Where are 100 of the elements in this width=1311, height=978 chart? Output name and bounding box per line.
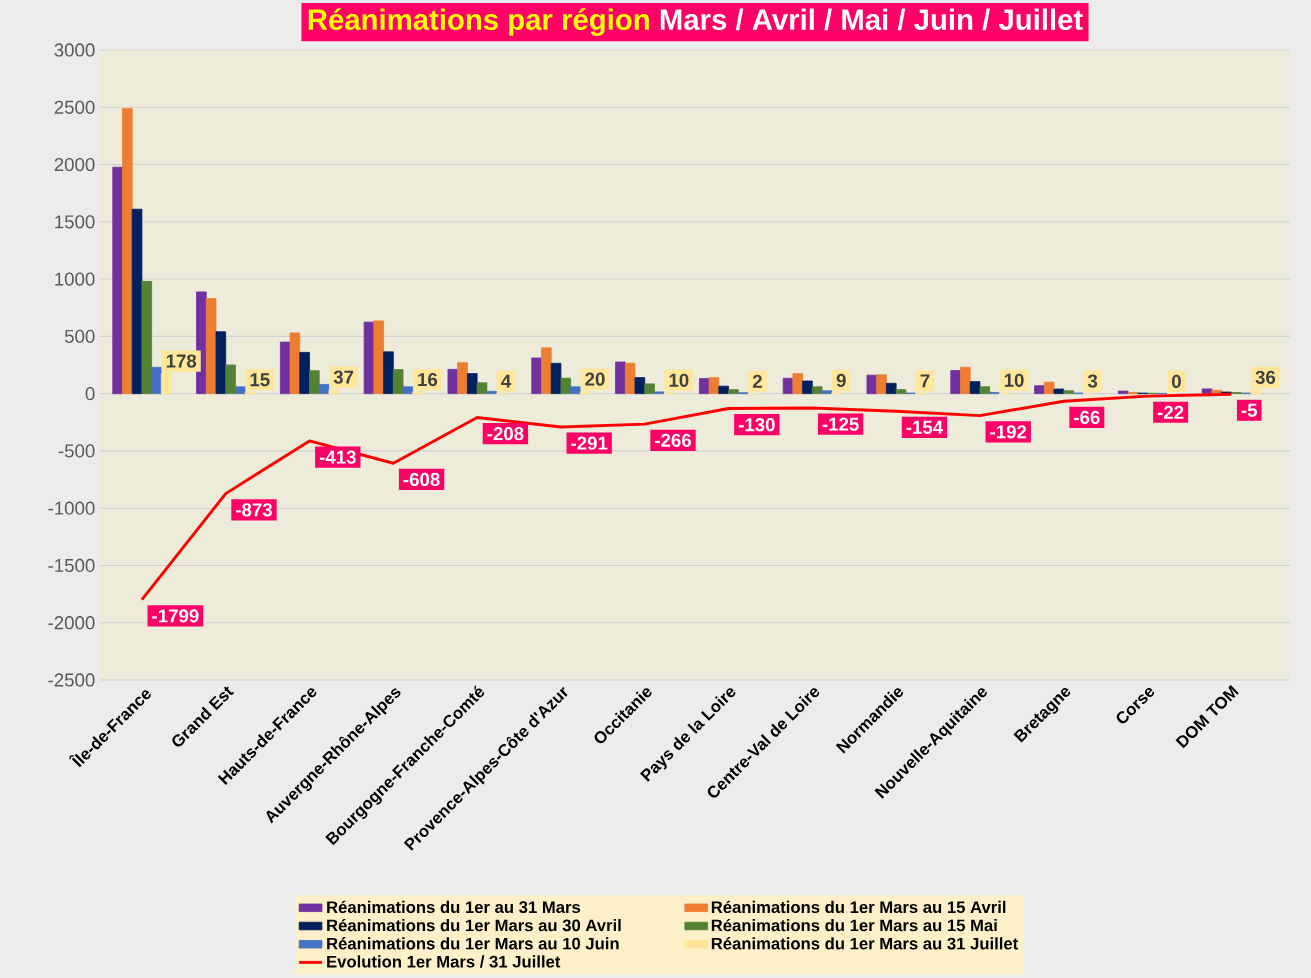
- y-tick-label: -2000: [48, 616, 95, 630]
- legend-label: Evolution 1er Mars / 31 Juillet: [327, 955, 561, 968]
- bar: [467, 373, 478, 395]
- data-label: -192: [990, 425, 1027, 439]
- bar: [550, 362, 562, 395]
- bar: [634, 377, 646, 395]
- y-tick-label: 2500: [54, 100, 95, 114]
- bar: [866, 374, 878, 395]
- bar: [383, 351, 394, 395]
- data-label: -413: [319, 450, 356, 464]
- data-label: 37: [333, 370, 354, 384]
- data-label: -66: [1074, 410, 1100, 425]
- bar: [457, 362, 468, 395]
- bar: [531, 357, 542, 395]
- bar: [811, 386, 823, 395]
- y-tick-label: 1000: [55, 272, 95, 286]
- bar: [570, 386, 581, 395]
- data-label: -154: [906, 420, 943, 434]
- bar: [299, 351, 310, 395]
- data-label: 36: [1255, 370, 1276, 384]
- bar: [560, 377, 572, 395]
- legend-label: Réanimations du 1er Mars au 15 Mai: [711, 918, 997, 932]
- data-label: 178: [166, 354, 197, 368]
- bar: [876, 374, 887, 395]
- data-label: 10: [669, 373, 689, 387]
- bar: [615, 361, 626, 395]
- data-label: -266: [655, 433, 691, 447]
- legend-label: Réanimations du 1er Mars au 30 Avril: [327, 918, 621, 932]
- bar: [205, 298, 217, 395]
- bar: [950, 370, 961, 395]
- bar: [1117, 390, 1129, 395]
- legend-label: Réanimations du 1er au 31 Mars: [327, 900, 581, 914]
- bar: [131, 208, 143, 395]
- bar: [960, 366, 971, 395]
- data-label: 16: [418, 372, 438, 387]
- bar: [318, 384, 330, 395]
- bar: [476, 382, 488, 395]
- data-label: 4: [501, 374, 512, 388]
- line-series: [140, 392, 1233, 602]
- bar: [309, 370, 320, 395]
- bar: [122, 108, 133, 395]
- data-label: 15: [250, 373, 270, 387]
- bar: [1053, 388, 1065, 395]
- bar: [289, 332, 301, 395]
- data-label: 0: [1171, 374, 1181, 389]
- data-label: 9: [836, 373, 846, 387]
- bar: [644, 383, 655, 395]
- bar: [979, 386, 991, 395]
- y-tick-label: -1500: [48, 558, 95, 573]
- bar: [1063, 390, 1074, 395]
- data-label: -125: [822, 417, 859, 431]
- data-label: -22: [1157, 405, 1184, 419]
- y-tick-label: -1000: [48, 501, 95, 515]
- data-label: 10: [1004, 373, 1024, 387]
- bar: [1034, 385, 1045, 395]
- y-tick-label: 1500: [55, 215, 95, 229]
- data-label: -608: [403, 472, 440, 487]
- data-label: -291: [571, 436, 608, 450]
- bar: [886, 382, 897, 395]
- bar: [802, 380, 813, 395]
- bar: [708, 377, 720, 395]
- bar: [112, 166, 123, 395]
- bar: [624, 362, 636, 395]
- bar: [141, 280, 153, 395]
- y-tick-label: 2000: [54, 157, 95, 172]
- bar: [235, 386, 246, 395]
- y-tick-label: -500: [58, 444, 95, 458]
- data-label: 2: [752, 374, 762, 388]
- y-tick-label: 500: [64, 329, 95, 343]
- bar: [1043, 381, 1055, 395]
- bar: [373, 320, 384, 395]
- bar: [541, 347, 552, 395]
- bar: [151, 366, 162, 395]
- bar: [895, 389, 907, 395]
- y-tick-label: 0: [85, 387, 95, 401]
- legend-label: Réanimations du 1er Mars au 31 Juillet: [711, 937, 1019, 950]
- chart-title: Réanimations par région: [308, 8, 649, 36]
- data-label: 7: [920, 374, 930, 388]
- bar: [392, 369, 404, 395]
- bar: [718, 385, 729, 395]
- bar: [728, 389, 739, 395]
- data-label: -130: [738, 418, 775, 432]
- bar: [969, 381, 981, 395]
- y-tick-label: 3000: [54, 43, 95, 57]
- bar: [225, 364, 236, 395]
- data-label: -873: [236, 503, 272, 517]
- bar: [486, 390, 497, 395]
- chart-subtitle: Mars / Avril / Mai / Juin / Juillet: [660, 8, 1083, 31]
- bar: [215, 331, 227, 395]
- data-label: 3: [1087, 374, 1098, 388]
- data-label: 20: [585, 372, 605, 386]
- legend-label: Réanimations du 1er Mars au 15 Avril: [711, 900, 1006, 914]
- data-label: -5: [1241, 403, 1258, 417]
- bar: [821, 390, 833, 395]
- legend-label: Réanimations du 1er Mars au 10 Juin: [327, 937, 619, 950]
- y-tick-label: -2500: [48, 673, 95, 687]
- bar: [792, 373, 804, 395]
- data-label: -1799: [152, 609, 199, 623]
- bar: [447, 368, 459, 395]
- data-label: -208: [487, 427, 524, 441]
